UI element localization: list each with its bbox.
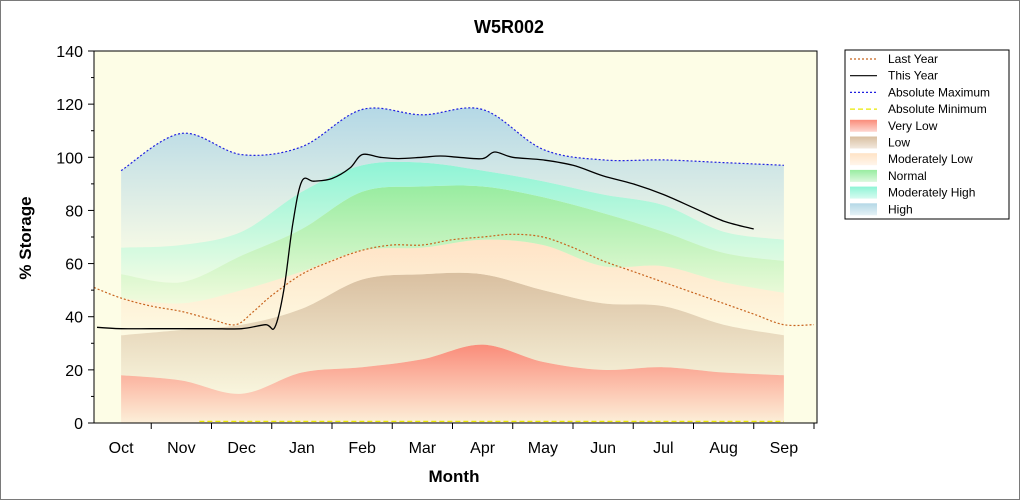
- y-tick-label: 140: [56, 44, 83, 61]
- legend-label-absolute-maximum: Absolute Maximum: [888, 85, 990, 99]
- band-moderately-low: [121, 239, 784, 336]
- x-axis-title: Month: [429, 467, 480, 486]
- y-tick-label: 100: [56, 150, 83, 167]
- y-tick-label: 0: [74, 416, 83, 433]
- x-tick-label: Oct: [109, 440, 134, 457]
- x-tick-label: Sep: [770, 440, 799, 457]
- x-tick-label: Jan: [289, 440, 315, 457]
- legend-swatch-low: [850, 136, 877, 149]
- band-moderately-high: [121, 161, 784, 283]
- legend-label-moderately-low: Moderately Low: [888, 152, 973, 166]
- x-tick-label: May: [528, 440, 558, 457]
- y-axis-title: % Storage: [16, 196, 35, 279]
- x-tick-label: Aug: [709, 440, 737, 457]
- series-absolute-maximum: [120, 107, 784, 172]
- legend-label-very-low: Very Low: [888, 119, 938, 133]
- x-tick-label: Mar: [409, 440, 437, 457]
- x-tick-label: Jul: [653, 440, 673, 457]
- legend: Last Year This Year Absolute Maximum Absolu…: [844, 49, 1010, 220]
- chart-title: W5R002: [474, 17, 544, 37]
- legend-swatch-very-low: [850, 119, 877, 132]
- series-this-year: [96, 151, 754, 330]
- legend-label-normal: Normal: [888, 169, 927, 183]
- x-tick-label: Jun: [590, 440, 616, 457]
- axes-layer: 0 20 40 60 80 100 120 140 Oct Nov Dec Jan Feb Mar Apr M…: [56, 44, 818, 457]
- y-tick-label: 120: [56, 97, 83, 114]
- legend-label-absolute-minimum: Absolute Minimum: [888, 102, 987, 116]
- legend-swatch-high: [850, 203, 877, 216]
- y-tick-label: 40: [65, 310, 83, 327]
- legend-swatch-normal: [850, 169, 877, 182]
- legend-label-this-year: This Year: [888, 69, 938, 83]
- legend-label-low: Low: [888, 136, 910, 150]
- legend-swatch-moderately-low: [850, 153, 877, 166]
- x-tick-label: Feb: [348, 440, 376, 457]
- y-tick-label: 60: [65, 257, 83, 274]
- band-very-low: [121, 344, 784, 423]
- band-high: [121, 107, 784, 248]
- x-tick-label: Dec: [227, 440, 255, 457]
- lines-layer: [93, 107, 815, 423]
- series-last-year: [93, 233, 815, 327]
- legend-label-moderately-high: Moderately High: [888, 186, 975, 200]
- x-tick-label: Apr: [470, 440, 496, 457]
- y-tick-label: 80: [65, 203, 83, 220]
- legend-label-last-year: Last Year: [888, 52, 938, 66]
- x-tick-label: Nov: [167, 440, 195, 457]
- band-low: [121, 272, 784, 394]
- legend-label-high: High: [888, 202, 913, 216]
- legend-swatch-moderately-high: [850, 186, 877, 199]
- y-tick-label: 20: [65, 363, 83, 380]
